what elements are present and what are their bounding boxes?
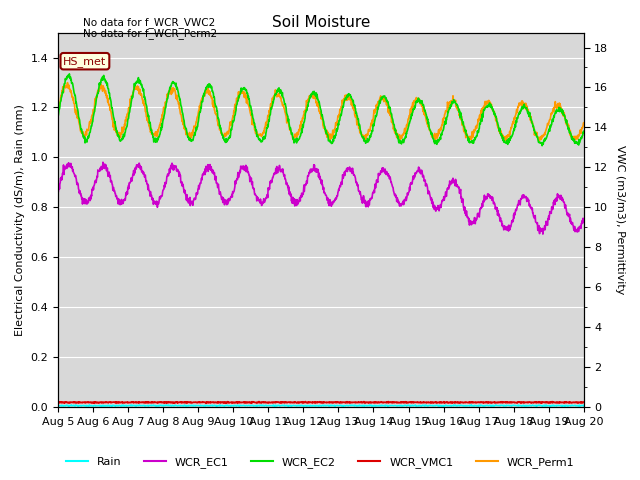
Legend: Rain, WCR_EC1, WCR_EC2, WCR_VMC1, WCR_Perm1: Rain, WCR_EC1, WCR_EC2, WCR_VMC1, WCR_Pe… — [61, 452, 579, 472]
Text: No data for f_WCR_Perm2: No data for f_WCR_Perm2 — [83, 28, 218, 39]
Y-axis label: VWC (m3/m3), Permittivity: VWC (m3/m3), Permittivity — [615, 145, 625, 294]
Y-axis label: Electrical Conductivity (dS/m), Rain (mm): Electrical Conductivity (dS/m), Rain (mm… — [15, 104, 25, 336]
Title: Soil Moisture: Soil Moisture — [272, 15, 370, 30]
Text: No data for f_WCR_VWC2: No data for f_WCR_VWC2 — [83, 17, 216, 28]
Text: HS_met: HS_met — [63, 56, 106, 67]
